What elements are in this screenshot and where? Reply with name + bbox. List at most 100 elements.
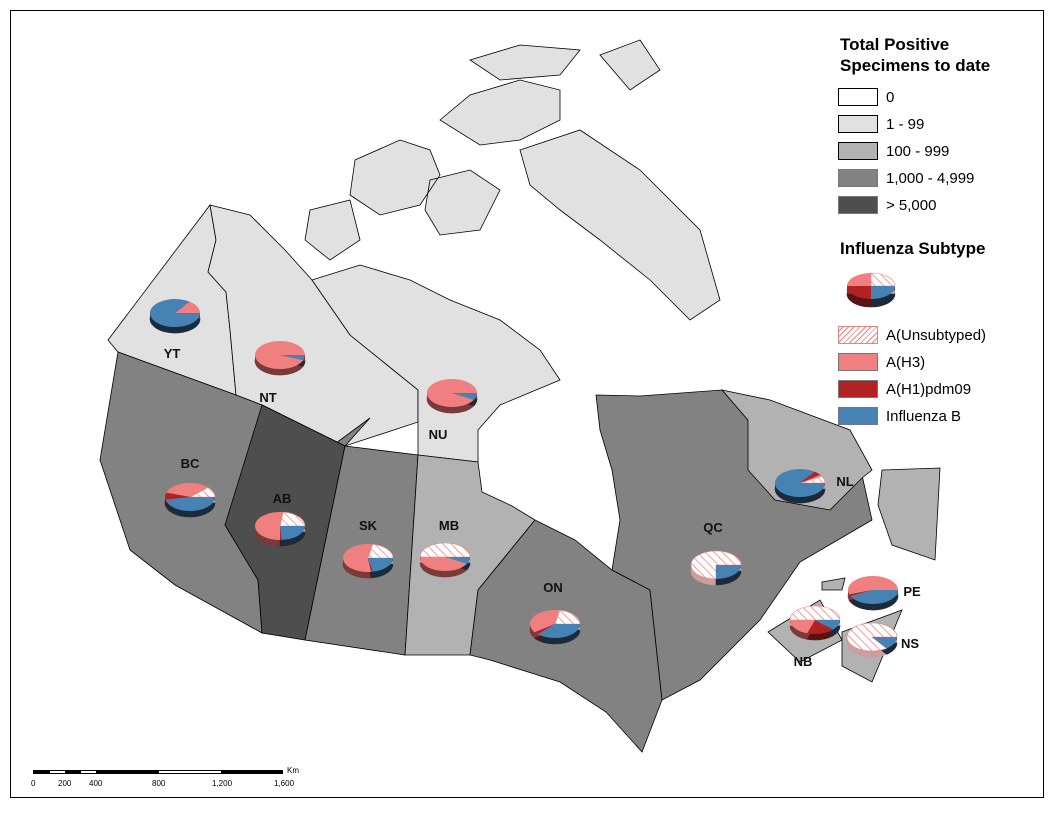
scale-tick: 800 [152,779,166,788]
legend-pie [846,272,896,308]
province-NL-labrador [720,389,873,511]
legend-subtype-label: A(H1)pdm09 [886,380,972,398]
province-label-ns: NS [901,636,919,651]
province-label-on: ON [543,580,563,595]
pie-slice-unsubtyped [554,609,581,625]
pie-nl [774,469,826,504]
pie-slice-h1pdm09 [849,590,873,596]
pie-slice-influenza-b [165,497,215,512]
legend-class-label: 1 - 99 [886,115,925,133]
pie-pe [847,576,899,611]
pie-slice-h1pdm09 [368,558,373,572]
pie-slice-unsubtyped [419,542,471,558]
province-label-pe: PE [903,584,921,599]
pie-slice-h3 [848,576,898,595]
legend-swatch [838,196,878,214]
legend-subtype-item: A(H1)pdm09 [838,379,971,399]
pie-slice-influenza-b [815,620,840,630]
pie-slice-h3 [166,483,209,497]
pie-slice-h3 [790,620,815,634]
province-label-nu: NU [429,427,448,442]
province-NU [311,264,561,463]
scale-tick: 1,200 [212,779,233,788]
pie-qc [690,550,742,586]
scale-unit: Km [287,766,299,775]
pie-slice-unsubtyped [870,272,896,287]
legend-swatch [838,326,878,344]
legend-swatch [838,407,878,425]
map-frame [10,10,1044,798]
province-PE [821,577,846,591]
pie-slice-influenza-b [537,624,580,638]
province-label-sk: SK [359,518,378,533]
legend-class-label: 100 - 999 [886,142,950,160]
arctic-islands [304,39,721,321]
pie-slice-h1pdm09 [800,471,821,483]
legend-total-title-line2: Specimens to date [840,56,991,75]
legend-class-item: 100 - 999 [838,141,949,161]
pie-slice-h3 [175,301,200,313]
pie-slice-h1pdm09 [847,286,871,299]
legend-class-label: 1,000 - 4,999 [886,169,975,187]
pie-slice-h1pdm09 [165,492,190,500]
legend-total-title-line1: Total Positive [840,35,950,54]
pie-slice-unsubtyped [279,511,306,527]
pie-bc [164,483,216,518]
pie-yt [149,299,201,334]
legend-subtype-item: A(H3) [838,352,925,372]
pie-slice-influenza-b [445,557,470,564]
pie-slice-influenza-b [280,355,305,361]
pie-slice-h3 [847,273,871,286]
legend-subtype-label: Influenza B [886,407,962,425]
pie-slice-h3 [420,557,467,572]
legend-swatch [838,142,878,160]
pie-slice-h1pdm09 [534,624,555,635]
pie-sk [342,543,394,579]
province-label-yt: YT [164,346,181,361]
pie-nu [426,379,478,414]
legend-subtype-label: A(Unsubtyped) [886,326,987,344]
legend-subtype-label: A(H3) [886,353,926,371]
province-label-nt: NT [259,390,276,405]
pie-ab [254,511,306,547]
pie-slice-h1pdm09 [280,526,282,540]
province-label-qc: QC [703,520,723,535]
scale-tick: 200 [58,779,72,788]
pie-slice-h3 [255,341,305,370]
pie-ns [846,622,898,658]
province-label-nb: NB [794,654,813,669]
legend-swatch [838,353,878,371]
pie-slice-influenza-b [872,637,897,649]
pie-slice-influenza-b [850,590,898,605]
pie-slice-unsubtyped [789,605,841,621]
pie-slice-unsubtyped [189,487,216,498]
pie-mb [419,542,471,578]
scale-tick: 1,600 [274,779,295,788]
pie-slice-h3 [800,474,822,483]
pie-slice-h3 [255,512,284,540]
scale-tick: 400 [89,779,103,788]
pie-slice-influenza-b [280,526,305,540]
pie-slice-unsubtyped [367,543,394,559]
legend-class-item: > 5,000 [838,195,936,215]
pie-slice-influenza-b [716,565,741,579]
pie-nb [789,605,841,641]
pie-slice-influenza-b [452,393,477,400]
pie-slice-unsubtyped [690,550,742,580]
pie-on [529,609,581,645]
legend-subtype-item: Influenza B [838,406,961,426]
legend-class-item: 1,000 - 4,999 [838,168,974,188]
pie-slice-h3 [342,544,373,573]
scale-tick: 0 [31,779,36,788]
legend-swatch [838,380,878,398]
province-NL-island [877,467,941,561]
pie-slice-influenza-b [150,299,200,328]
legend-subtype-item: A(Unsubtyped) [838,325,986,345]
legend-class-item: 1 - 99 [838,114,924,134]
legend-total-title: Total Positive Specimens to date [840,34,990,76]
pie-nt [254,341,306,376]
province-label-nl: NL [836,474,853,489]
pie-slice-h3 [530,610,560,633]
pie-slice-influenza-b [775,469,825,498]
